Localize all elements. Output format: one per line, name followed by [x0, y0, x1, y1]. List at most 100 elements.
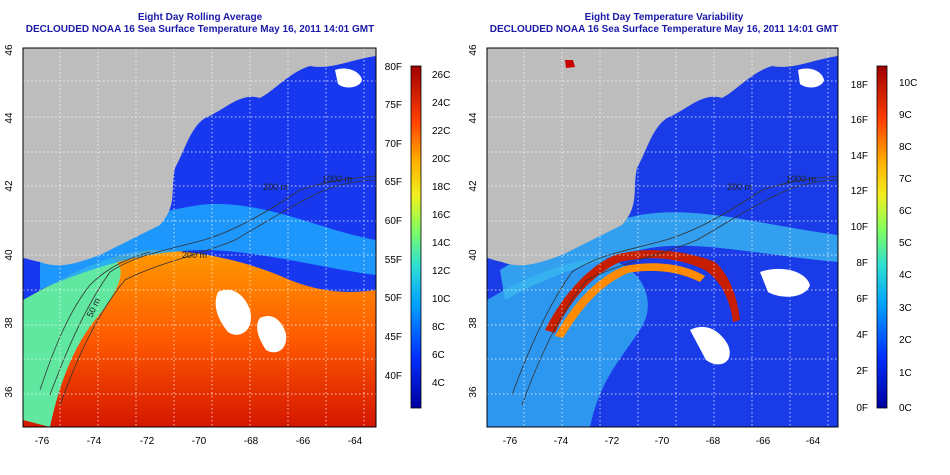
right-y-tick-label: 44 — [468, 112, 479, 124]
left-colorbar-f-label: 60F — [385, 216, 402, 227]
left-colorbar-f-label: 80F — [385, 62, 402, 73]
right-title-line1: Eight Day Temperature Variability — [584, 12, 744, 23]
right-x-tick-label: -74 — [554, 436, 569, 447]
left-colorbar-c-label: 26C — [432, 70, 450, 81]
right-colorbar-f-label: 18F — [851, 80, 868, 91]
left-isobath-1000m — [59, 179, 376, 406]
right-cloud-mask — [798, 68, 824, 88]
left-colorbar-c-label: 4C — [432, 378, 445, 389]
left-graticule — [23, 48, 376, 427]
right-colorbar-c-label: 1C — [899, 368, 912, 379]
right-colorbar-c-label: 7C — [899, 174, 912, 185]
right-x-tick-label: -76 — [503, 436, 518, 447]
left-colorbar-c-label: 22C — [432, 126, 450, 137]
left-x-tick-label: -76 — [35, 436, 50, 447]
left-colorbar-f-labels: 80F 75F 70F 65F 60F 55F 50F 45F 40F — [385, 62, 402, 382]
right-contour-label: 1000 m — [786, 174, 816, 184]
right-colorbar-f-label: 12F — [851, 186, 868, 197]
left-x-tick-label: -74 — [87, 436, 102, 447]
left-colorbar-f-label: 40F — [385, 371, 402, 382]
left-contour-label: 200 m — [263, 182, 288, 192]
right-colorbar-c-label: 9C — [899, 110, 912, 121]
right-isobath-1000m — [521, 179, 838, 406]
right-map-frame — [486, 47, 839, 428]
right-title-line2: DECLOUDED NOAA 16 Sea Surface Temperatur… — [489, 24, 839, 35]
right-colorbar-c-label: 3C — [899, 303, 912, 314]
right-contour-label: 200 m — [727, 182, 752, 192]
right-colorbar-c-label: 6C — [899, 206, 912, 217]
left-x-axis: -76 -74 -72 -70 -68 -66 -64 — [35, 436, 363, 447]
right-colorbar-c-label: 4C — [899, 270, 912, 281]
left-y-tick-label: 44 — [4, 112, 15, 124]
left-shelf-water-region — [23, 258, 121, 427]
left-colorbar-f-label: 55F — [385, 255, 402, 266]
left-y-tick-label: 38 — [4, 317, 15, 329]
left-colorbar-c-label: 16C — [432, 210, 450, 221]
left-cloud-mask — [215, 289, 251, 335]
right-y-tick-label: 38 — [468, 317, 479, 329]
left-title-line1: Eight Day Rolling Average — [137, 12, 263, 23]
left-colorbar-c-label: 10C — [432, 294, 450, 305]
right-y-tick-label: 40 — [468, 249, 479, 261]
left-x-tick-label: -66 — [296, 436, 311, 447]
right-colorbar-f-label: 10F — [851, 222, 868, 233]
left-x-tick-label: -68 — [244, 436, 259, 447]
right-y-tick-label: 42 — [468, 180, 479, 192]
right-x-tick-label: -70 — [655, 436, 670, 447]
right-x-tick-label: -72 — [605, 436, 620, 447]
left-colorbar-f-label: 65F — [385, 177, 402, 188]
right-high-variability-patch — [565, 60, 575, 68]
left-isobath-200m — [49, 175, 376, 396]
right-x-tick-label: -64 — [806, 436, 821, 447]
left-y-tick-label: 40 — [4, 249, 15, 261]
right-y-axis: 46 44 42 40 38 36 — [468, 44, 479, 398]
left-colorbar-c-label: 12C — [432, 266, 450, 277]
right-colorbar-f-labels: 18F 16F 14F 12F 10F 8F 6F 4F 2F 0F — [851, 80, 868, 414]
left-colorbar-f-label: 50F — [385, 293, 402, 304]
right-graticule — [487, 48, 838, 427]
left-colorbar-f-label: 70F — [385, 139, 402, 150]
right-colorbar-f-label: 16F — [851, 115, 868, 126]
right-colorbar-f-label: 2F — [856, 366, 868, 377]
left-colorbar-c-label: 8C — [432, 322, 445, 333]
left-colorbar-c-label: 18C — [432, 182, 450, 193]
right-high-variability-front — [545, 250, 740, 333]
left-cloud-mask — [335, 68, 362, 88]
left-x-tick-label: -70 — [192, 436, 207, 447]
left-y-tick-label: 46 — [4, 44, 15, 56]
left-isobath-50m — [39, 251, 151, 391]
left-colorbar-c-labels: 26C 24C 22C 20C 18C 16C 14C 12C 10C 8C 6… — [432, 70, 450, 389]
left-x-tick-label: -64 — [348, 436, 363, 447]
right-high-variability-front — [555, 263, 705, 338]
left-contour-label: 200 m — [182, 250, 207, 260]
right-colorbar-f-label: 8F — [856, 258, 868, 269]
left-colorbar-c-label: 6C — [432, 350, 445, 361]
left-x-tick-label: -72 — [140, 436, 155, 447]
right-colorbar-f-label: 6F — [856, 294, 868, 305]
left-map-title: Eight Day Rolling Average DECLOUDED NOAA… — [20, 12, 380, 36]
left-y-axis: 46 44 42 40 38 36 — [4, 44, 15, 398]
right-land-mass — [487, 48, 838, 266]
left-y-tick-label: 36 — [4, 386, 15, 398]
right-colorbar-c-label: 10C — [899, 78, 917, 89]
left-colorbar — [410, 65, 422, 409]
right-colorbar — [876, 65, 888, 409]
right-colorbar-c-label: 0C — [899, 403, 912, 414]
right-colorbar-c-label: 8C — [899, 142, 912, 153]
right-y-tick-label: 46 — [468, 44, 479, 56]
right-map-panel — [487, 48, 838, 427]
right-cloud-mask — [690, 326, 730, 365]
right-colorbar-c-label: 5C — [899, 238, 912, 249]
right-x-tick-label: -68 — [706, 436, 721, 447]
right-x-tick-label: -66 — [756, 436, 771, 447]
left-title-line2: DECLOUDED NOAA 16 Sea Surface Temperatur… — [25, 24, 375, 35]
right-colorbar-c-labels: 10C 9C 8C 7C 6C 5C 4C 3C 2C 1C 0C — [899, 78, 917, 414]
left-y-tick-label: 42 — [4, 180, 15, 192]
right-y-tick-label: 36 — [468, 386, 479, 398]
left-land-mass — [23, 48, 376, 266]
left-map-frame — [22, 47, 377, 428]
left-colorbar-f-label: 75F — [385, 100, 402, 111]
right-colorbar-c-label: 2C — [899, 335, 912, 346]
left-contour-label: 1000 m — [322, 174, 352, 184]
